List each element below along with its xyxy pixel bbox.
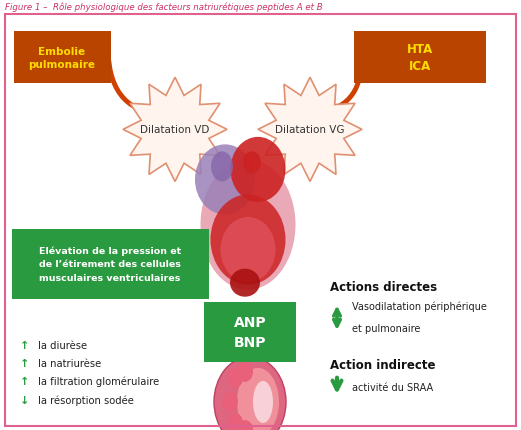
Ellipse shape (237, 368, 279, 430)
Ellipse shape (237, 420, 253, 430)
Text: et pulmonaire: et pulmonaire (352, 323, 420, 333)
Ellipse shape (210, 195, 286, 285)
Polygon shape (258, 78, 362, 182)
Text: ANP
BNP: ANP BNP (234, 315, 266, 349)
Ellipse shape (211, 152, 233, 182)
Text: Elévation de la pression et
de l’étirement des cellules
musculaires ventriculair: Elévation de la pression et de l’étireme… (39, 246, 181, 282)
Text: la diurèse: la diurèse (38, 340, 87, 350)
Text: ↑: ↑ (20, 340, 29, 350)
Text: la natriurèse: la natriurèse (38, 358, 101, 368)
Text: Dilatation VG: Dilatation VG (275, 125, 345, 135)
Text: ↑: ↑ (20, 376, 29, 386)
Text: HTA
ICA: HTA ICA (407, 43, 433, 73)
Ellipse shape (227, 413, 243, 430)
Ellipse shape (237, 362, 253, 382)
Ellipse shape (195, 145, 255, 215)
FancyBboxPatch shape (12, 229, 209, 299)
FancyBboxPatch shape (354, 32, 486, 84)
Ellipse shape (222, 392, 238, 412)
FancyBboxPatch shape (204, 302, 296, 362)
Ellipse shape (243, 152, 261, 174)
Text: Embolie
pulmonaire: Embolie pulmonaire (29, 46, 95, 70)
Polygon shape (123, 78, 227, 182)
Ellipse shape (230, 138, 286, 203)
Text: la résorption sodée: la résorption sodée (38, 395, 134, 405)
Ellipse shape (253, 381, 273, 423)
Text: activité du SRAA: activité du SRAA (352, 382, 433, 392)
Ellipse shape (220, 218, 276, 283)
Text: ↓: ↓ (20, 395, 29, 405)
Ellipse shape (201, 160, 295, 290)
Text: la filtration glomérulaire: la filtration glomérulaire (38, 376, 159, 386)
Text: Action indirecte: Action indirecte (330, 359, 436, 372)
Text: ↑: ↑ (20, 358, 29, 368)
FancyBboxPatch shape (14, 32, 111, 84)
Text: Dilatation VD: Dilatation VD (140, 125, 209, 135)
Text: Actions directes: Actions directes (330, 280, 437, 294)
Ellipse shape (230, 269, 260, 297)
Text: Figure 1 –  Rôle physiologique des facteurs natriurétiques peptides A et B: Figure 1 – Rôle physiologique des facteu… (5, 2, 323, 12)
Text: Vasodilatation périphérique: Vasodilatation périphérique (352, 301, 487, 311)
Ellipse shape (227, 368, 243, 388)
Ellipse shape (214, 357, 286, 430)
